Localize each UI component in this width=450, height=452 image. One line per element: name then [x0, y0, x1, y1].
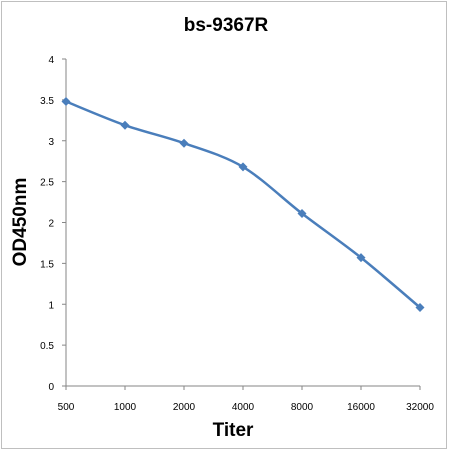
x-tick-label: 32000	[406, 402, 434, 413]
x-tick-label: 16000	[347, 402, 375, 413]
y-tick-label: 2.5	[40, 178, 54, 189]
y-tick-label: 3	[48, 137, 54, 148]
y-tick-label: 2	[48, 219, 54, 230]
x-axis-label: Titer	[213, 420, 254, 441]
data-point-marker	[356, 253, 366, 263]
x-tick-label: 4000	[232, 402, 255, 413]
data-point-marker	[297, 209, 307, 219]
data-point-marker	[179, 138, 189, 148]
x-tick-label: 500	[58, 402, 75, 413]
data-point-marker	[120, 120, 130, 130]
y-tick-label: 4	[48, 55, 54, 66]
y-tick-label: 0.5	[40, 341, 54, 352]
y-tick-label: 3.5	[40, 96, 54, 107]
y-tick-label: 0	[48, 382, 54, 393]
x-axis-ticks: 500 1000 2000 4000 8000 16000 32000	[58, 386, 434, 413]
y-tick-label: 1.5	[40, 259, 54, 270]
y-tick-label: 1	[48, 300, 54, 311]
y-axis-ticks: 0 0.5 1 1.5 2 2.5 3 3.5 4	[40, 55, 66, 393]
chart-title: bs-9367R	[184, 15, 269, 36]
x-tick-label: 2000	[173, 402, 196, 413]
x-tick-label: 1000	[114, 402, 137, 413]
data-point-marker	[238, 162, 248, 172]
series-line	[65, 100, 421, 309]
y-axis-label: OD450nm	[10, 178, 31, 267]
series-group	[61, 97, 425, 313]
data-point-marker	[415, 303, 425, 313]
x-tick-label: 8000	[291, 402, 314, 413]
data-point-marker	[61, 97, 71, 107]
